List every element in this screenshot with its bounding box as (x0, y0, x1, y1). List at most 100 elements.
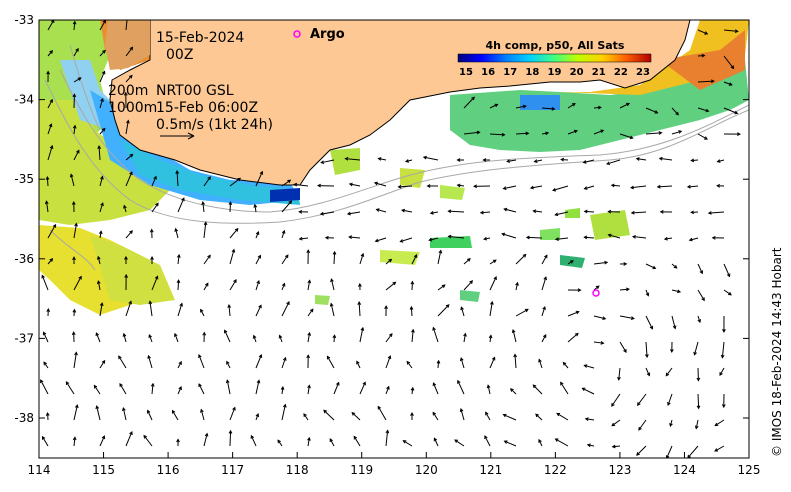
current-arrow (671, 130, 683, 135)
current-arrow (47, 98, 53, 109)
current-arrow (146, 409, 153, 421)
colorbar (457, 53, 652, 63)
current-arrow (329, 438, 335, 447)
current-arrow (645, 131, 663, 135)
colorbar-tick-label: 18 (525, 67, 539, 78)
current-arrow (489, 259, 497, 265)
current-arrow (645, 107, 659, 114)
current-arrow (203, 254, 211, 265)
current-arrow (47, 49, 53, 57)
current-arrow (148, 334, 153, 343)
current-arrow (671, 263, 678, 269)
current-arrow (556, 412, 569, 421)
current-arrow (432, 326, 439, 343)
current-arrow (73, 77, 82, 83)
latitude-tick-label: -37 (14, 331, 34, 345)
date-label: 15-Feb-2024 (156, 30, 244, 46)
current-arrow (280, 386, 285, 395)
current-arrow (554, 211, 569, 217)
colorbar-title: 4h comp, p50, All Sats (486, 39, 625, 52)
current-arrow (629, 185, 647, 190)
current-arrow (46, 70, 50, 83)
current-arrow (72, 93, 77, 109)
colorbar-tick-label: 20 (570, 67, 584, 78)
current-arrow (307, 384, 311, 395)
current-arrow (149, 228, 154, 239)
current-arrow (593, 105, 602, 110)
current-arrow (125, 171, 133, 187)
current-arrow (707, 211, 725, 215)
current-arrow (174, 332, 179, 343)
current-arrow (307, 279, 312, 291)
longitude-tick-label: 119 (350, 463, 373, 477)
current-arrow (176, 438, 180, 447)
current-arrow (502, 185, 517, 190)
current-arrow (125, 230, 133, 239)
current-arrow (356, 360, 361, 369)
current-arrow (96, 280, 101, 291)
current-arrow (73, 47, 79, 57)
current-arrow (667, 393, 673, 406)
current-arrow (124, 255, 128, 265)
current-arrow (93, 384, 101, 395)
current-arrow (722, 315, 726, 333)
latitude-tick-label: -38 (14, 411, 34, 425)
current-arrow (489, 356, 496, 369)
current-arrow (428, 237, 439, 242)
depth-label-200m: 200m (108, 83, 148, 99)
current-arrow (228, 201, 233, 213)
current-arrow (99, 70, 106, 83)
current-arrow (385, 258, 393, 265)
current-arrow (509, 388, 517, 395)
current-arrow (410, 386, 415, 395)
current-arrow (255, 280, 260, 291)
current-arrow (723, 55, 735, 70)
current-arrow (320, 159, 335, 165)
current-arrow (175, 170, 180, 187)
current-arrow (148, 300, 153, 317)
map-frame (38, 19, 750, 459)
current-arrow (583, 235, 595, 240)
current-arrow (95, 332, 101, 343)
current-arrow (671, 289, 682, 294)
current-arrow (567, 103, 576, 109)
current-arrow (593, 315, 607, 321)
colorbar-tick-label: 21 (592, 67, 606, 78)
current-arrow (203, 176, 211, 187)
current-arrow (125, 20, 128, 31)
current-arrow (567, 288, 582, 293)
current-arrow (619, 262, 628, 266)
bathymetry-contours (44, 44, 749, 271)
current-arrow (69, 173, 75, 187)
current-arrow (714, 445, 725, 452)
current-arrow (385, 385, 390, 395)
current-arrow (515, 104, 527, 109)
current-vector-field (40, 20, 741, 458)
current-arrow (99, 127, 106, 135)
current-arrow (307, 331, 312, 343)
current-arrow (226, 360, 231, 369)
current-arrow (723, 132, 741, 137)
argo-legend-marker (293, 30, 301, 38)
latitude-tick-label: -34 (14, 93, 34, 107)
current-arrow (375, 208, 387, 213)
product-label: NRT00 GSL (156, 83, 234, 99)
current-arrow (533, 159, 543, 163)
current-arrow (307, 436, 311, 447)
current-arrow (535, 413, 543, 421)
current-arrow (645, 315, 654, 330)
current-arrow (253, 203, 258, 213)
current-arrow (72, 436, 77, 447)
current-arrow (463, 130, 481, 135)
longitude-tick-label: 123 (608, 463, 631, 477)
current-arrow (72, 20, 77, 31)
current-arrow (697, 107, 710, 113)
current-arrow (656, 184, 673, 189)
current-arrow (41, 274, 49, 291)
current-arrow (281, 282, 286, 291)
current-arrow (200, 308, 205, 317)
current-arrow (567, 260, 574, 265)
current-arrow (593, 341, 605, 345)
current-arrow (353, 435, 361, 447)
